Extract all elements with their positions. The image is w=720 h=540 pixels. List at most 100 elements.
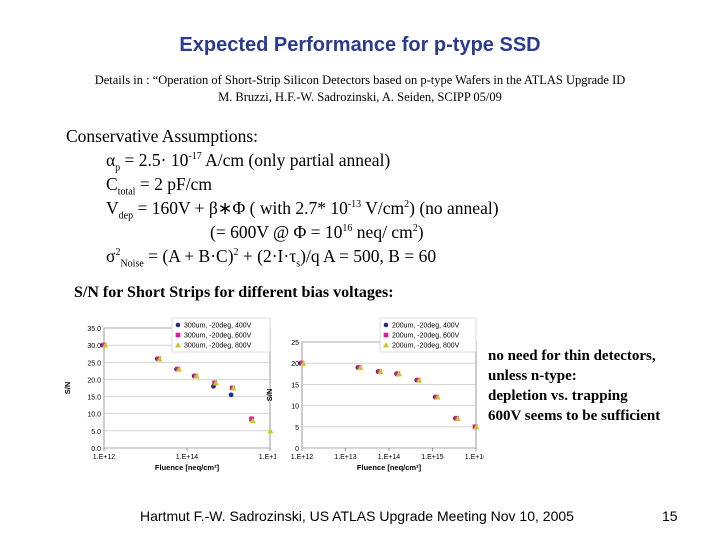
page-number: 15 (662, 508, 678, 524)
y-axis-label: S/N (265, 389, 274, 402)
y-tick-label: 25 (291, 340, 299, 347)
y-tick-label: 35.0 (87, 326, 101, 333)
v2-sup: 16 (342, 223, 353, 235)
sn-plot-200um: 0 5 10 15 20 25 1.E+12 1.E+13 1.E+14 1.E+15 1.E+16… (265, 317, 484, 472)
c-symbol: C (106, 174, 118, 194)
data-point (228, 392, 234, 398)
y-tick-label: 10.0 (87, 412, 101, 419)
noise-text-3: )/q A = 500, B = 60 (300, 246, 437, 266)
alpha-sub: p (115, 162, 121, 174)
y-tick-label: 0.0 (91, 446, 101, 453)
y-tick-label: 5.0 (91, 429, 101, 436)
assumption-noise: σ2Noise = (A + B·C)2 + (2·I·τs)/q A = 50… (66, 244, 499, 270)
alpha-text-1: = 2.5· 10 (120, 150, 189, 170)
v-sub: dep (118, 210, 134, 222)
data-point (249, 416, 254, 422)
x-tick-label: 1.E+12 (93, 454, 115, 461)
data-point (175, 366, 182, 372)
alpha-sup: -17 (188, 151, 202, 163)
v-symbol: V (106, 198, 119, 218)
legend-marker (383, 332, 389, 338)
x-tick-label: 1.E+14 (378, 454, 400, 461)
data-point (473, 423, 480, 430)
legend-marker (383, 342, 389, 348)
y-tick-label: 15.0 (87, 395, 101, 402)
noise-text-2: + (2·I·τ (238, 246, 297, 266)
x-axis-label: Fluence [neq/cm²] (357, 463, 422, 472)
assumption-capacitance: Ctotal = 2 pF/cm (66, 172, 499, 198)
y-tick-label: 15 (291, 382, 299, 389)
x-tick-label: 1.E+15 (421, 454, 443, 461)
v-text-2: V/cm (361, 198, 405, 218)
v-sup: -13 (347, 199, 362, 211)
details-line-1: Details in : “Operation of Short-Strip S… (94, 73, 626, 87)
data-point (454, 415, 461, 421)
legend-marker (175, 322, 181, 328)
data-point (156, 355, 163, 362)
assumption-alpha: αp = 2.5· 10-17 A/cm (only partial annea… (66, 148, 499, 174)
alpha-text-2: A/cm (only partial anneal) (201, 150, 391, 170)
legend-label: 300um, -20deg, 800V (184, 343, 252, 350)
legend-marker (383, 322, 389, 328)
note-line-2: unless n-type: (488, 368, 577, 384)
data-point (102, 342, 109, 348)
y-tick-label: 20 (291, 361, 299, 368)
legend-label: 300um, -20deg, 600V (184, 333, 252, 340)
y-axis-label: S/N (63, 382, 72, 395)
noise-sup-2: 2 (233, 247, 239, 259)
data-point (377, 368, 384, 375)
alpha-symbol: α (106, 150, 116, 170)
noise-symbol: σ (106, 246, 116, 266)
y-tick-label: 25.0 (87, 360, 101, 367)
legend-label: 200um, -20deg, 800V (392, 343, 460, 350)
details-reference: Details in : “Operation of Short-Strip S… (60, 72, 660, 106)
assumption-vdep: Vdep = 160V + β∗Φ ( with 2.7* 10-13 V/cm… (66, 196, 499, 222)
data-point (230, 385, 237, 391)
data-point (212, 379, 219, 386)
assumptions-block: Conservative Assumptions: αp = 2.5· 10-1… (66, 124, 499, 270)
y-tick-label: 0 (295, 446, 299, 453)
noise-text-1: = (A + B·C) (143, 246, 234, 266)
legend-label: 200um, -20deg, 600V (392, 333, 460, 340)
data-point (434, 394, 441, 400)
data-point (357, 364, 364, 370)
data-point (193, 373, 200, 379)
legend-box (379, 317, 477, 353)
v-text-3: ) (no anneal) (409, 198, 499, 218)
legend-marker (175, 342, 181, 348)
v2-text-3: ) (417, 222, 424, 242)
x-axis-label: Fluence [neq/cm²] (155, 463, 220, 472)
data-point (416, 377, 423, 383)
data-point (395, 370, 402, 377)
legend-label: 200um, -20deg, 400V (392, 323, 460, 330)
footer-credit: Hartmut F.-W. Sadrozinski, US ATLAS Upgr… (140, 508, 574, 524)
data-point (267, 427, 274, 434)
v-sup-2: 2 (404, 199, 410, 211)
v2-text-2: neq/ cm (352, 222, 413, 242)
x-tick-label: 1.E+16 (259, 454, 276, 461)
sn-plot-300um: 0.0 5.0 10.0 15.0 20.0 25.0 30.0 35.0 1.E+12 1.E+… (63, 317, 276, 472)
noise-sub-2: s (296, 258, 301, 270)
conclusion-note: no need for thin detectors, unless n-typ… (488, 346, 660, 426)
noise-sup: 2 (115, 247, 121, 259)
note-line-3: depletion vs. trapping (488, 388, 628, 404)
legend-box (171, 317, 271, 353)
c-sub: total (117, 186, 136, 198)
assumption-vdep-equiv: (= 600V @ Φ = 1016 neq/ cm2) (66, 220, 499, 244)
noise-sub: Noise (120, 258, 144, 270)
details-line-2: M. Bruzzi, H.F.-W. Sadrozinski, A. Seide… (218, 90, 502, 104)
x-tick-label: 1.E+14 (176, 454, 198, 461)
legend-label: 300um, -20deg, 400V (184, 323, 252, 330)
x-tick-label: 1.E+12 (291, 454, 313, 461)
y-tick-label: 20.0 (87, 377, 101, 384)
y-tick-label: 30.0 (87, 343, 101, 350)
y-tick-label: 5 (295, 425, 299, 432)
slide-title: Expected Performance for p-type SSD (179, 34, 541, 56)
sn-heading: S/N for Short Strips for different bias … (74, 284, 394, 301)
note-line-4: 600V seems to be sufficient (488, 408, 661, 424)
c-text-1: = 2 pF/cm (135, 174, 212, 194)
v-text-1: = 160V + β∗Φ ( with 2.7* 10 (133, 198, 348, 218)
data-point (300, 360, 307, 366)
x-tick-label: 1.E+13 (334, 454, 356, 461)
v2-text-1: (= 600V @ Φ = 10 (210, 222, 343, 242)
